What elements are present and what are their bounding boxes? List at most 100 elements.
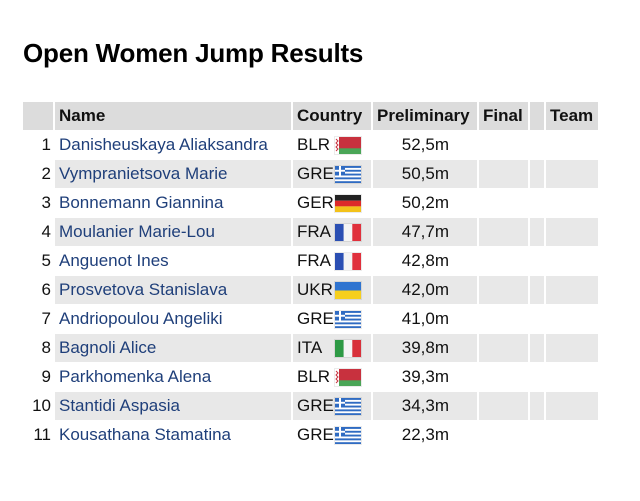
team-cell: [546, 131, 598, 159]
team-cell: [546, 218, 598, 246]
athlete-name-link[interactable]: Parkhomenka Alena: [59, 367, 212, 386]
country-cell: GRE: [293, 392, 371, 420]
germany-flag-icon: [335, 195, 361, 213]
country-cell: GER: [293, 189, 371, 217]
extra-cell: [530, 421, 544, 449]
final-cell: [479, 247, 528, 275]
country-cell: BLR: [293, 363, 371, 391]
rank-cell: 2: [41, 164, 51, 183]
rank-cell: 9: [41, 367, 51, 386]
header-rank: [23, 102, 53, 130]
country-code: GRE: [297, 309, 334, 328]
rank-cell: 3: [41, 193, 51, 212]
team-cell: [546, 247, 598, 275]
final-cell: [479, 160, 528, 188]
country-cell: FRA: [293, 218, 371, 246]
country-cell: UKR: [293, 276, 371, 304]
country-cell: GRE: [293, 305, 371, 333]
preliminary-cell: 39,8m: [373, 334, 477, 362]
country-cell: GRE: [293, 421, 371, 449]
team-cell: [546, 392, 598, 420]
preliminary-cell: 22,3m: [401, 425, 449, 444]
page-title: Open Women Jump Results: [23, 38, 364, 68]
rank-cell: 6: [41, 280, 51, 299]
rank-cell: 5: [41, 251, 51, 270]
country-cell: FRA: [293, 247, 371, 275]
table-row: 3 Bonnemann Giannina GER 50,2m: [23, 189, 598, 217]
preliminary-cell: 52,5m: [401, 135, 449, 154]
rank-cell: 11: [33, 425, 51, 444]
greece-flag-icon: [335, 398, 361, 416]
preliminary-cell: 39,3m: [401, 367, 449, 386]
country-cell: GRE: [293, 160, 371, 188]
team-cell: [546, 305, 598, 333]
athlete-name-link[interactable]: Kousathana Stamatina: [59, 425, 232, 444]
country-code: FRA: [297, 222, 331, 241]
greece-flag-icon: [335, 311, 361, 329]
final-cell: [479, 276, 528, 304]
header-name: Name: [55, 102, 291, 130]
header-extra: [530, 102, 544, 130]
final-cell: [479, 189, 528, 217]
preliminary-cell: 50,5m: [373, 160, 477, 188]
preliminary-cell: 41,0m: [401, 309, 449, 328]
header-team: Team: [546, 102, 598, 130]
extra-cell: [530, 218, 544, 246]
preliminary-cell: 47,7m: [373, 218, 477, 246]
table-row: 8 Bagnoli Alice ITA 39,8m: [23, 334, 598, 362]
country-code: ITA: [297, 338, 323, 357]
team-cell: [546, 276, 598, 304]
rank-cell: 4: [41, 222, 51, 241]
athlete-name-link[interactable]: Moulanier Marie-Lou: [55, 218, 291, 246]
athlete-name-link[interactable]: Prosvetova Stanislava: [55, 276, 291, 304]
header-preliminary: Preliminary: [373, 102, 477, 130]
athlete-name-link[interactable]: Stantidi Aspasia: [55, 392, 291, 420]
table-row: 5 Anguenot Ines FRA 42,8m: [23, 247, 598, 275]
table-row: 7 Andriopoulou Angeliki GRE 41,0m: [23, 305, 598, 333]
header-country: Country: [293, 102, 371, 130]
final-cell: [479, 363, 528, 391]
table-row: 4 Moulanier Marie-Lou FRA 47,7m: [23, 218, 598, 246]
country-code: BLR: [297, 367, 331, 386]
rank-cell: 7: [41, 309, 51, 328]
athlete-name-link[interactable]: Andriopoulou Angeliki: [59, 309, 223, 328]
athlete-name-link[interactable]: Anguenot Ines: [59, 251, 169, 270]
country-code: BLR: [297, 135, 331, 154]
table-row: 11 Kousathana Stamatina GRE 22,3m: [23, 421, 598, 449]
final-cell: [479, 218, 528, 246]
country-code: UKR: [297, 280, 333, 299]
belarus-flag-icon: [335, 137, 361, 155]
athlete-name-link[interactable]: Vympranietsova Marie: [55, 160, 291, 188]
extra-cell: [530, 189, 544, 217]
athlete-name-link[interactable]: Bagnoli Alice: [55, 334, 291, 362]
preliminary-cell: 42,0m: [373, 276, 477, 304]
rank-cell: 1: [41, 135, 51, 154]
rank-cell: 10: [32, 396, 51, 415]
results-table: Name Country Preliminary Final Team 1 Dan…: [21, 101, 600, 450]
extra-cell: [530, 363, 544, 391]
table-row: 2 Vympranietsova Marie GRE 50,5m: [23, 160, 598, 188]
extra-cell: [530, 392, 544, 420]
athlete-name-link[interactable]: Bonnemann Giannina: [59, 193, 224, 212]
ukraine-flag-icon: [335, 282, 361, 300]
preliminary-cell: 42,8m: [401, 251, 449, 270]
country-cell: ITA: [293, 334, 371, 362]
table-row: 9 Parkhomenka Alena BLR 39,3m: [23, 363, 598, 391]
extra-cell: [530, 276, 544, 304]
extra-cell: [530, 305, 544, 333]
athlete-name-link[interactable]: Danisheuskaya Aliaksandra: [59, 135, 268, 154]
preliminary-cell: 34,3m: [373, 392, 477, 420]
team-cell: [546, 334, 598, 362]
table-row: 1 Danisheuskaya Aliaksandra BLR 52,5m: [23, 131, 598, 159]
extra-cell: [530, 160, 544, 188]
country-code: GRE: [297, 164, 334, 183]
team-cell: [546, 189, 598, 217]
team-cell: [546, 160, 598, 188]
greece-flag-icon: [335, 166, 361, 184]
header-final: Final: [479, 102, 528, 130]
final-cell: [479, 131, 528, 159]
country-code: GRE: [297, 425, 334, 444]
final-cell: [479, 421, 528, 449]
rank-cell: 8: [41, 338, 51, 357]
